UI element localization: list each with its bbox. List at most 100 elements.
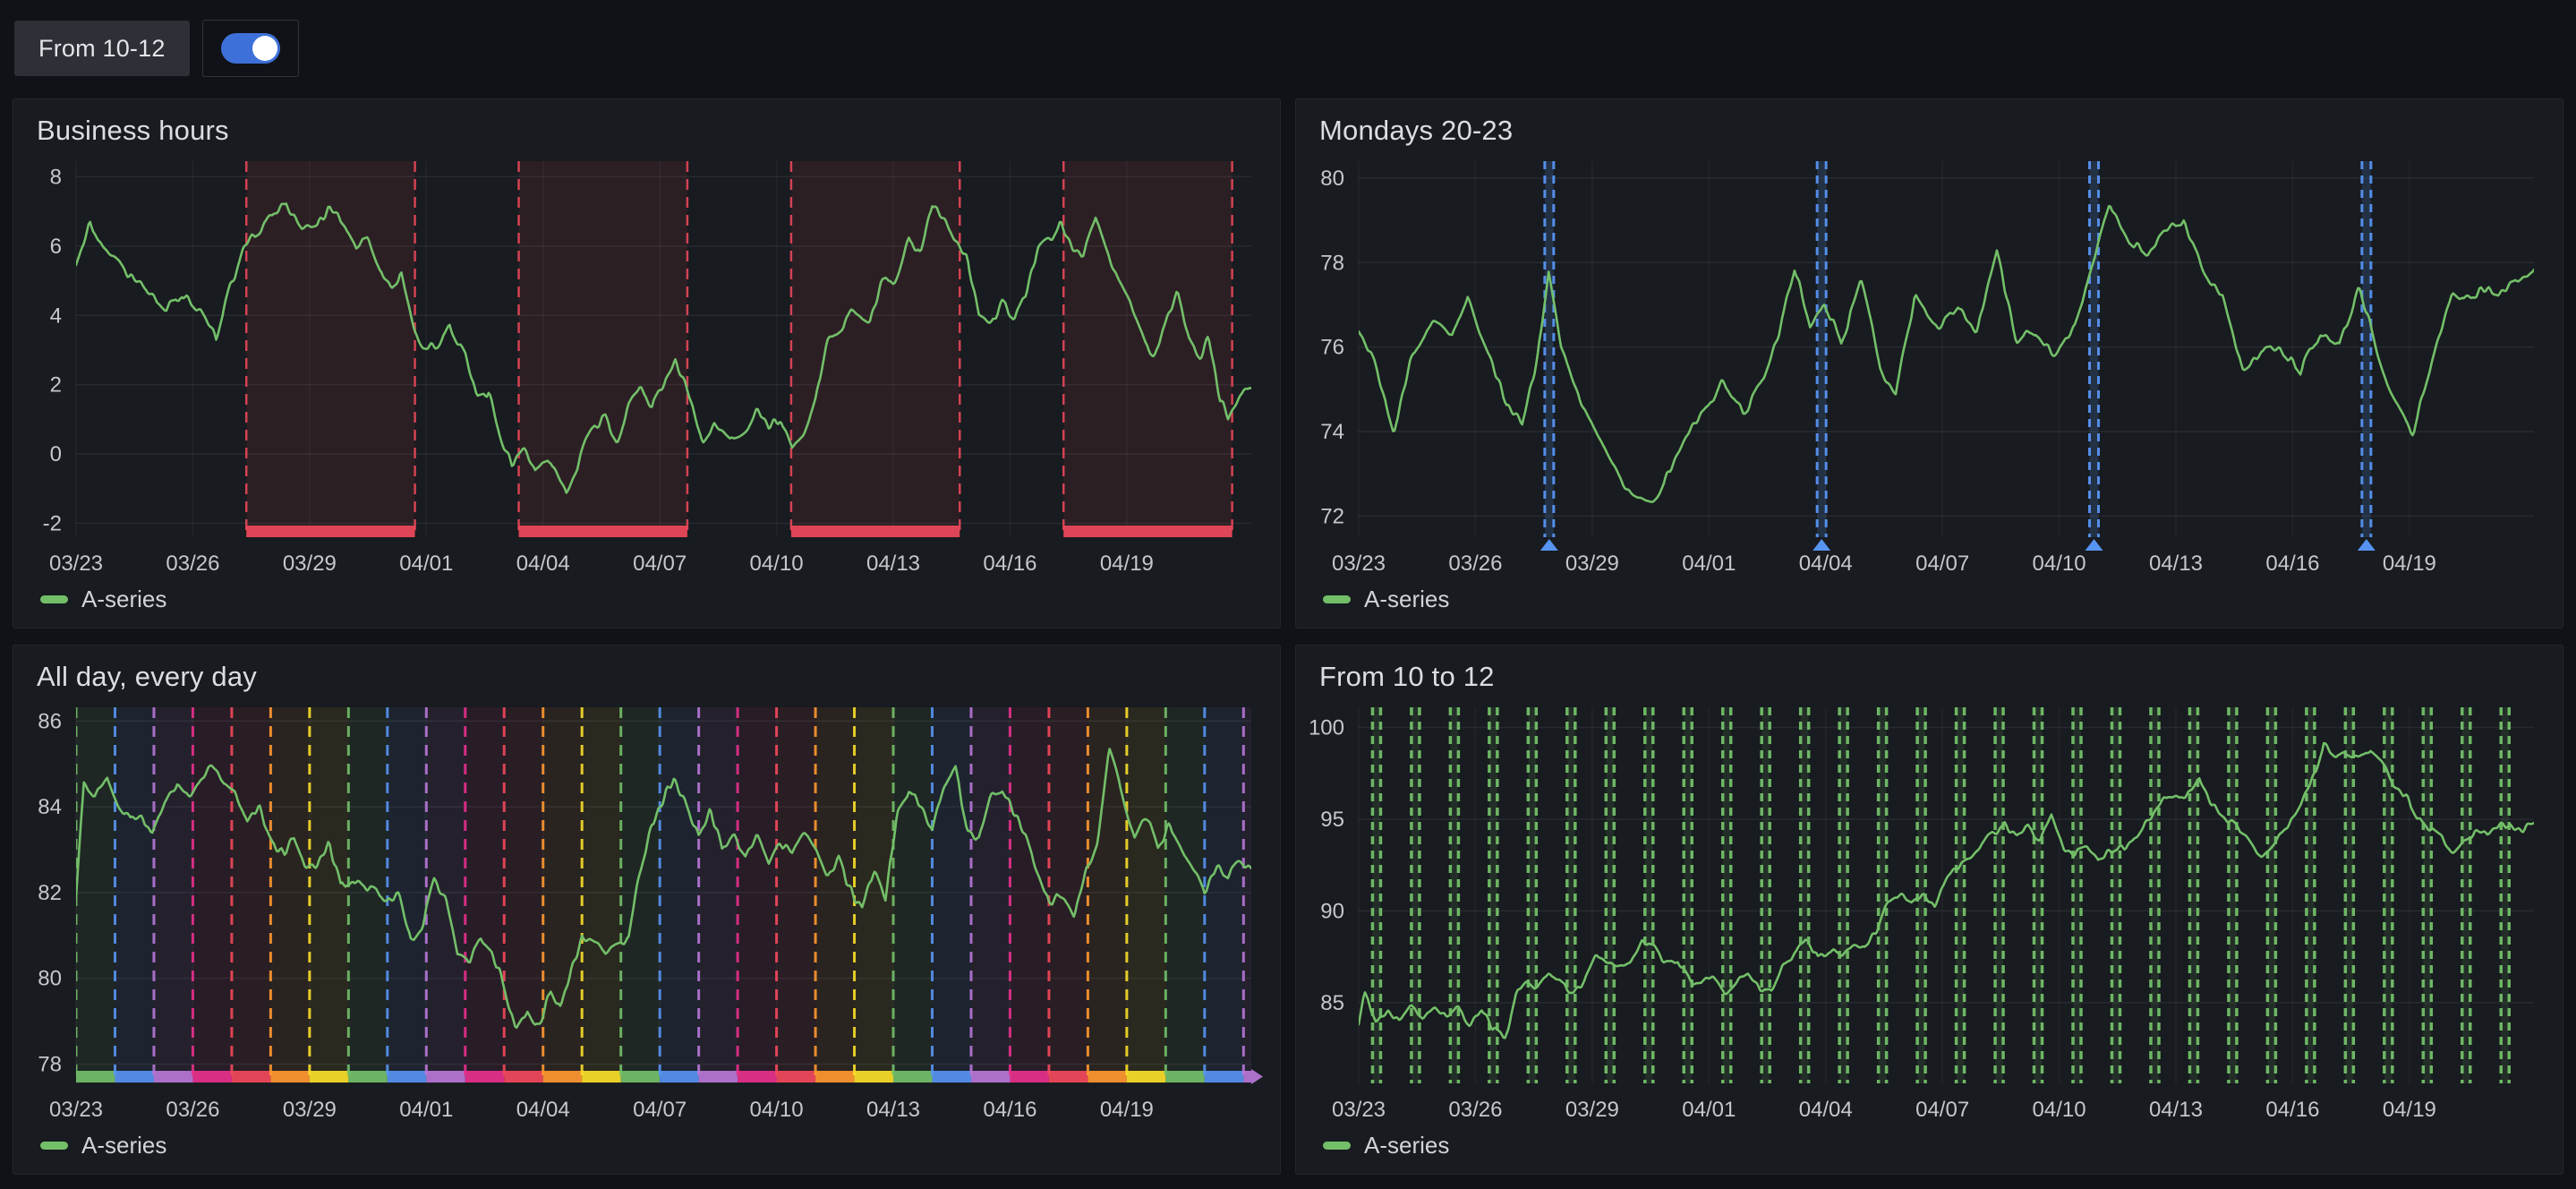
- svg-text:6: 6: [50, 235, 62, 259]
- svg-text:04/10: 04/10: [2033, 552, 2086, 576]
- axis-labels: 100 95 90 85 03/23 03/26 03/29 04/01 04/04 04/07 0…: [1309, 716, 2436, 1122]
- business-hours-chart[interactable]: 8 6 4 2 0 -2 03/23 03/26 03/29 04/01 04/04 04/07 04/…: [17, 150, 1276, 584]
- svg-text:03/29: 03/29: [1565, 1098, 1619, 1122]
- svg-text:04/16: 04/16: [983, 1098, 1036, 1122]
- svg-text:04/10: 04/10: [750, 552, 804, 576]
- svg-text:04/13: 04/13: [2149, 1098, 2203, 1122]
- svg-text:04/19: 04/19: [2383, 1098, 2436, 1122]
- svg-text:78: 78: [38, 1052, 62, 1076]
- panel-title: From 10 to 12: [1319, 661, 1495, 692]
- variable-label-chip: From 10-12: [14, 21, 190, 76]
- svg-text:03/26: 03/26: [1448, 552, 1502, 576]
- legend-item-a-series[interactable]: A-series: [13, 584, 1280, 628]
- legend-series-label: A-series: [1364, 1132, 1450, 1159]
- legend-series-marker: [40, 1142, 68, 1150]
- variable-toggle[interactable]: [201, 20, 299, 77]
- svg-text:04/04: 04/04: [1799, 1098, 1853, 1122]
- svg-text:04/04: 04/04: [516, 552, 570, 576]
- svg-text:2: 2: [50, 373, 62, 398]
- svg-text:04/04: 04/04: [516, 1098, 570, 1122]
- svg-text:04/13: 04/13: [866, 552, 920, 576]
- toggle-switch[interactable]: [220, 33, 280, 64]
- svg-text:8: 8: [50, 165, 62, 189]
- chart-area: 100 95 90 85 03/23 03/26 03/29 04/01 04/04 04/07 0…: [1296, 697, 2563, 1130]
- legend-series-label: A-series: [1364, 586, 1450, 612]
- svg-text:86: 86: [38, 709, 62, 733]
- legend-item-a-series[interactable]: A-series: [1296, 1130, 2563, 1174]
- panel-title: Mondays 20-23: [1319, 115, 1514, 146]
- svg-text:04/07: 04/07: [633, 1098, 687, 1122]
- svg-text:100: 100: [1309, 716, 1344, 740]
- panel-from-10-to-12: From 10 to 12 100 95 90 85 03/23 03/26 03/29 04…: [1295, 645, 2563, 1175]
- panel-all-day-every-day: All day, every day 86 84 82 80 78 03/23 03/26 0…: [13, 645, 1281, 1175]
- svg-text:95: 95: [1320, 808, 1344, 832]
- panel-title: All day, every day: [37, 661, 257, 692]
- legend-series-label: A-series: [81, 586, 167, 612]
- series-line-A-series: [76, 202, 1251, 494]
- panel-business-hours: Business hours 8 6 4 2 0 -2 03/23 03/26 03/29 04/…: [13, 98, 1281, 629]
- svg-text:03/26: 03/26: [166, 1098, 219, 1122]
- annotations: [1370, 707, 2512, 1083]
- svg-text:4: 4: [50, 304, 62, 328]
- axis-labels: 86 84 82 80 78 03/23 03/26 03/29 04/01 04/04 04/07…: [38, 709, 1154, 1122]
- chart-area: 8 6 4 2 0 -2 03/23 03/26 03/29 04/01 04/04 04/07 04/…: [13, 150, 1280, 584]
- svg-text:04/04: 04/04: [1799, 552, 1853, 576]
- svg-text:03/29: 03/29: [283, 1098, 337, 1122]
- legend-item-a-series[interactable]: A-series: [13, 1130, 1280, 1174]
- svg-text:72: 72: [1320, 504, 1344, 528]
- svg-text:-2: -2: [43, 512, 62, 536]
- svg-text:90: 90: [1320, 899, 1344, 923]
- svg-text:04/07: 04/07: [633, 552, 687, 576]
- legend-series-marker: [1323, 1142, 1351, 1150]
- svg-text:04/19: 04/19: [1100, 552, 1154, 576]
- dashboard-controls: From 10-12: [14, 20, 299, 77]
- chart-area: 86 84 82 80 78 03/23 03/26 03/29 04/01 04/04 04/07…: [13, 697, 1280, 1130]
- svg-text:03/23: 03/23: [1332, 1098, 1386, 1122]
- svg-text:03/23: 03/23: [49, 552, 103, 576]
- legend-series-marker: [40, 595, 68, 603]
- annotations: [244, 161, 1233, 537]
- series-line-A-series: [1359, 204, 2534, 503]
- svg-text:04/16: 04/16: [983, 552, 1036, 576]
- annotations: [76, 707, 1251, 1083]
- grid: [1358, 161, 2534, 537]
- legend-series-label: A-series: [81, 1132, 167, 1159]
- panel-mondays-20-23: Mondays 20-23 80 78 76 74 72 03/23 03/26 03/29 0…: [1295, 98, 2563, 629]
- legend-item-a-series[interactable]: A-series: [1296, 584, 2563, 628]
- svg-text:04/07: 04/07: [1915, 1098, 1969, 1122]
- svg-text:04/01: 04/01: [1682, 1098, 1736, 1122]
- svg-text:84: 84: [38, 795, 62, 819]
- dashboard-grid: Business hours 8 6 4 2 0 -2 03/23 03/26 03/29 04/…: [13, 98, 2563, 1175]
- svg-text:04/10: 04/10: [2033, 1098, 2086, 1122]
- svg-text:04/01: 04/01: [399, 1098, 453, 1122]
- svg-text:76: 76: [1320, 336, 1344, 360]
- svg-text:04/10: 04/10: [750, 1098, 804, 1122]
- svg-text:80: 80: [1320, 167, 1344, 191]
- svg-text:04/01: 04/01: [1682, 552, 1736, 576]
- svg-text:04/13: 04/13: [2149, 552, 2203, 576]
- axis-labels: 8 6 4 2 0 -2 03/23 03/26 03/29 04/01 04/04 04/07 04/…: [43, 165, 1154, 576]
- chart-area: 80 78 76 74 72 03/23 03/26 03/29 04/01 04/04 04/07…: [1296, 150, 2563, 584]
- svg-text:03/23: 03/23: [49, 1098, 103, 1122]
- svg-text:03/26: 03/26: [166, 552, 219, 576]
- axis-labels: 80 78 76 74 72 03/23 03/26 03/29 04/01 04/04 04/07…: [1320, 167, 2436, 576]
- svg-text:04/01: 04/01: [399, 552, 453, 576]
- svg-text:74: 74: [1320, 420, 1344, 444]
- all-day-every-day-chart[interactable]: 86 84 82 80 78 03/23 03/26 03/29 04/01 04/04 04/07…: [17, 697, 1276, 1130]
- from-10-to-12-chart[interactable]: 100 95 90 85 03/23 03/26 03/29 04/01 04/04 04/07 0…: [1300, 697, 2559, 1130]
- svg-text:0: 0: [50, 442, 62, 466]
- legend-series-marker: [1323, 595, 1351, 603]
- svg-text:04/13: 04/13: [866, 1098, 920, 1122]
- svg-text:04/16: 04/16: [2265, 1098, 2319, 1122]
- svg-text:82: 82: [38, 881, 62, 905]
- series-line-A-series: [1359, 741, 2534, 1039]
- annotations: [1543, 161, 2373, 537]
- toggle-knob: [252, 36, 277, 61]
- svg-text:03/29: 03/29: [283, 552, 337, 576]
- svg-text:04/19: 04/19: [2383, 552, 2436, 576]
- svg-text:04/16: 04/16: [2265, 552, 2319, 576]
- svg-text:03/29: 03/29: [1565, 552, 1619, 576]
- grid: [1358, 707, 2534, 1083]
- mondays-20-23-chart[interactable]: 80 78 76 74 72 03/23 03/26 03/29 04/01 04/04 04/07…: [1300, 150, 2559, 584]
- svg-text:03/26: 03/26: [1448, 1098, 1502, 1122]
